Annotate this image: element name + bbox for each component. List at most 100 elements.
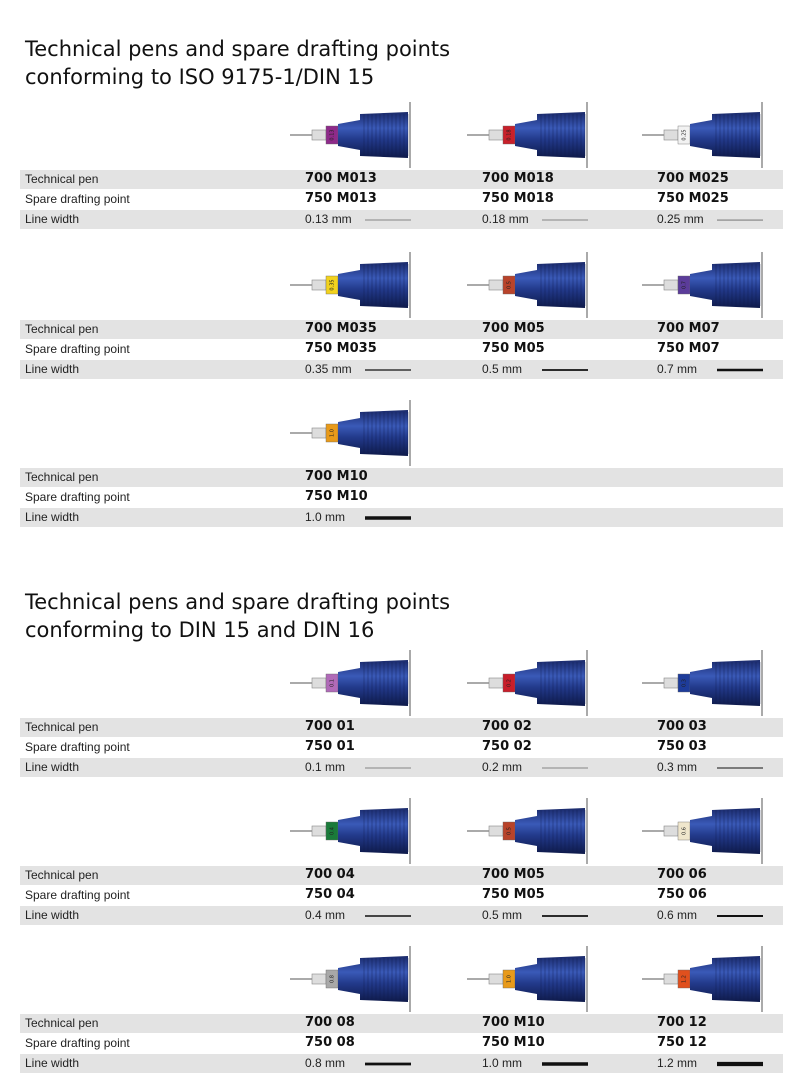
row-label: Technical pen: [25, 172, 99, 186]
pen-body: [690, 262, 760, 308]
technical-pen-code: 700 M07: [657, 321, 720, 336]
pen-body: [515, 262, 585, 308]
row-label: Line width: [25, 212, 80, 226]
spare-point-code: 750 M10: [482, 1035, 545, 1050]
line-width: 0.35 mm: [305, 362, 352, 376]
tip: [311, 677, 327, 689]
line-width: 0.2 mm: [482, 760, 523, 774]
line-width: 1.2 mm: [657, 1056, 698, 1070]
line-sample: [717, 219, 763, 221]
table-row: Spare drafting point: [20, 340, 783, 359]
tip: [488, 279, 504, 291]
table-row: Line width: [20, 210, 783, 229]
technical-pen-code: 700 M025: [657, 171, 729, 186]
line-sample: [717, 1061, 763, 1067]
pen-body: [338, 660, 408, 706]
table-row: Spare drafting point: [20, 1034, 783, 1053]
spare-point-code: 750 06: [657, 887, 707, 902]
pen-body: [338, 808, 408, 854]
spare-point-code: 750 M018: [482, 191, 554, 206]
tip: [311, 825, 327, 837]
ring-label: 0.35: [330, 279, 336, 290]
row-label: Spare drafting point: [25, 740, 130, 754]
ring-label: 0.8: [330, 975, 336, 983]
technical-pen-code: 700 12: [657, 1015, 707, 1030]
spare-point-code: 750 08: [305, 1035, 355, 1050]
tip: [663, 279, 679, 291]
table-row: Spare drafting point: [20, 738, 783, 757]
spare-point-code: 750 M05: [482, 887, 545, 902]
spare-point-code: 750 M10: [305, 489, 368, 504]
spare-point-code: 750 01: [305, 739, 355, 754]
spare-point-code: 750 M035: [305, 341, 377, 356]
technical-pen-code: 700 M10: [482, 1015, 545, 1030]
section-title: Technical pens and spare drafting points…: [25, 35, 450, 91]
pen-image: 0.5: [467, 252, 588, 318]
line-sample: [542, 915, 588, 917]
line-sample: [365, 915, 411, 917]
row-label: Technical pen: [25, 720, 99, 734]
pen-image: 0.25: [642, 102, 763, 168]
line-sample: [717, 767, 763, 769]
pen-body: [338, 410, 408, 456]
line-sample: [717, 914, 763, 918]
pen-image: 0.2: [467, 650, 588, 716]
line-sample: [542, 1062, 588, 1066]
row-label: Line width: [25, 908, 80, 922]
tip: [663, 677, 679, 689]
spare-point-code: 750 12: [657, 1035, 707, 1050]
ring-label: 0.1: [330, 679, 336, 687]
tip: [488, 825, 504, 837]
row-label: Technical pen: [25, 470, 99, 484]
pen-image: 0.3: [642, 650, 763, 716]
pen-body: [515, 660, 585, 706]
title-line: Technical pens and spare drafting points: [25, 590, 451, 614]
pen-body: [690, 956, 760, 1002]
table-row: Technical pen: [20, 718, 783, 737]
pen-image: 1.0: [467, 946, 588, 1012]
line-width: 0.6 mm: [657, 908, 698, 922]
pen-body: [338, 956, 408, 1002]
line-width: 0.18 mm: [482, 212, 529, 226]
tip: [488, 129, 504, 141]
pen-body: [690, 112, 760, 158]
tip: [488, 677, 504, 689]
title-line: conforming to DIN 15 and DIN 16: [25, 618, 375, 642]
spare-point-code: 750 02: [482, 739, 532, 754]
tip: [311, 279, 327, 291]
tip: [663, 973, 679, 985]
line-width: 0.3 mm: [657, 760, 698, 774]
row-label: Spare drafting point: [25, 192, 130, 206]
pen-body: [338, 112, 408, 158]
ring-label: 1.0: [507, 975, 513, 983]
pen-image: 0.18: [467, 102, 588, 168]
spare-point-code: 750 M05: [482, 341, 545, 356]
row-label: Line width: [25, 760, 80, 774]
row-label: Line width: [25, 362, 80, 376]
table-row: Technical pen: [20, 866, 783, 885]
pen-image: 0.1: [290, 650, 411, 716]
ring-label: 0.3: [682, 679, 688, 687]
tip: [663, 825, 679, 837]
line-sample: [365, 219, 411, 221]
line-width: 1.0 mm: [482, 1056, 523, 1070]
ring-label: 0.7: [682, 281, 688, 289]
table-row: Spare drafting point: [20, 190, 783, 209]
table-row: Spare drafting point: [20, 886, 783, 905]
ring-label: 0.25: [682, 129, 688, 140]
line-width: 0.4 mm: [305, 908, 346, 922]
row-label: Spare drafting point: [25, 888, 130, 902]
tip: [311, 973, 327, 985]
row-label: Spare drafting point: [25, 342, 130, 356]
table-row: Technical pen: [20, 320, 783, 339]
line-sample: [365, 369, 411, 371]
title-line: conforming to ISO 9175-1/DIN 15: [25, 65, 375, 89]
pen-image: 0.13: [290, 102, 411, 168]
table-row: Line width: [20, 758, 783, 777]
tip: [488, 973, 504, 985]
line-width: 0.1 mm: [305, 760, 346, 774]
spare-point-code: 750 03: [657, 739, 707, 754]
line-width: 0.13 mm: [305, 212, 352, 226]
pen-image: 1.2: [642, 946, 763, 1012]
